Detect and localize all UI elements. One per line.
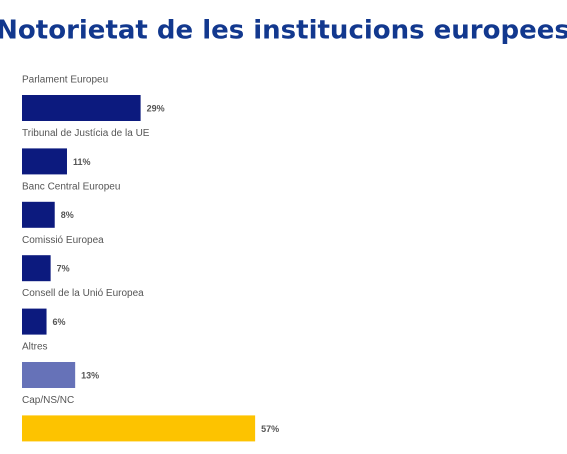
bar — [22, 308, 47, 335]
category-label: Consell de la Unió Europea — [22, 288, 144, 299]
value-label: 13% — [81, 370, 99, 380]
category-label: Altres — [22, 342, 48, 353]
bar — [22, 95, 141, 121]
bar — [22, 148, 67, 175]
bar — [22, 362, 76, 388]
bar — [22, 255, 51, 282]
category-label: Banc Central Europeu — [22, 181, 120, 192]
bar — [22, 201, 55, 228]
value-label: 57% — [261, 424, 279, 434]
bar — [22, 415, 256, 442]
value-label: 7% — [57, 264, 70, 274]
category-label: Tribunal de Justícia de la UE — [22, 128, 150, 139]
category-label: Cap/NS/NC — [22, 395, 74, 406]
category-label: Parlament Europeu — [22, 75, 108, 86]
value-label: 8% — [61, 210, 74, 220]
value-label: 11% — [73, 157, 91, 167]
category-label: Comissió Europea — [22, 235, 104, 246]
chart-title: Notorietat de les institucions europees — [0, 16, 567, 46]
value-label: 6% — [53, 317, 66, 327]
value-label: 29% — [147, 103, 165, 113]
